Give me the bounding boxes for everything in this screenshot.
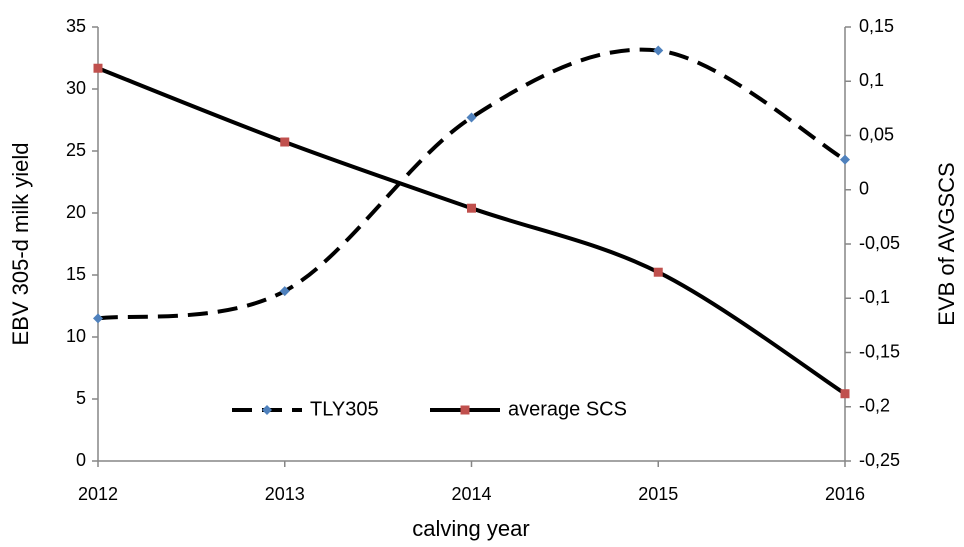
legend-label: TLY305 bbox=[310, 398, 379, 420]
y-tick-label: 25 bbox=[66, 140, 86, 160]
y-tick-label: 15 bbox=[66, 264, 86, 284]
y2-tick-label: -0,05 bbox=[859, 233, 900, 253]
x-tick-label: 2015 bbox=[638, 484, 678, 504]
y2-tick-label: 0,1 bbox=[859, 70, 884, 90]
data-point bbox=[467, 203, 476, 213]
data-point bbox=[93, 313, 103, 324]
data-point bbox=[466, 112, 477, 123]
y2-tick-label: -0,2 bbox=[859, 396, 890, 416]
data-point bbox=[840, 154, 850, 165]
data-point bbox=[653, 45, 664, 56]
legend-marker bbox=[262, 405, 272, 415]
y2-tick-label: -0,25 bbox=[859, 450, 900, 470]
y-tick-label: 10 bbox=[66, 326, 86, 346]
y2-tick-label: 0 bbox=[859, 179, 869, 199]
legend-marker bbox=[460, 405, 470, 415]
x-tick-label: 2013 bbox=[265, 484, 305, 504]
legend-label: average SCS bbox=[508, 398, 627, 420]
data-point bbox=[653, 267, 663, 277]
y-tick-label: 20 bbox=[66, 202, 86, 222]
y2-tick-label: 0,05 bbox=[859, 124, 894, 144]
y2-axis-title: EVB of AVGSCS bbox=[934, 162, 959, 325]
series-line bbox=[97, 47, 847, 321]
y-tick-label: 0 bbox=[76, 450, 86, 470]
y-tick-label: 30 bbox=[66, 78, 86, 98]
data-point bbox=[93, 63, 103, 73]
y-tick-label: 35 bbox=[66, 16, 86, 36]
x-tick-label: 2014 bbox=[451, 484, 491, 504]
x-tick-label: 2012 bbox=[78, 484, 118, 504]
y2-tick-label: -0,1 bbox=[859, 287, 890, 307]
y-axis-title: EBV 305-d milk yield bbox=[8, 143, 33, 346]
y-tick-label: 5 bbox=[76, 388, 86, 408]
y2-tick-label: 0,15 bbox=[859, 16, 894, 36]
data-point bbox=[280, 137, 290, 147]
x-axis-title: calving year bbox=[412, 516, 529, 541]
x-tick-label: 2016 bbox=[825, 484, 865, 504]
data-point bbox=[840, 389, 850, 399]
data-point bbox=[279, 286, 290, 297]
y2-tick-label: -0,15 bbox=[859, 341, 900, 361]
